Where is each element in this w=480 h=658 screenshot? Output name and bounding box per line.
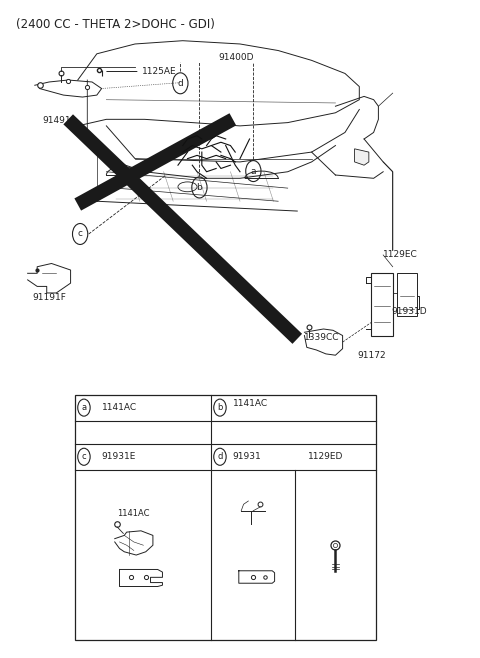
Text: b: b: [197, 183, 202, 192]
Text: 91491: 91491: [42, 116, 71, 125]
Text: (2400 CC - THETA 2>DOHC - GDI): (2400 CC - THETA 2>DOHC - GDI): [16, 18, 215, 31]
Text: d: d: [178, 79, 183, 88]
Text: 1141AC: 1141AC: [233, 399, 268, 408]
Text: 91931E: 91931E: [102, 452, 136, 461]
Text: 91191F: 91191F: [33, 293, 66, 302]
Text: d: d: [217, 452, 223, 461]
Text: a: a: [251, 166, 256, 176]
Polygon shape: [355, 149, 369, 165]
Text: c: c: [82, 452, 86, 461]
Text: a: a: [82, 403, 86, 412]
Text: b: b: [217, 403, 223, 412]
Text: 1339CC: 1339CC: [304, 333, 340, 342]
Text: 1129EC: 1129EC: [383, 251, 418, 259]
Text: 1125AE: 1125AE: [142, 67, 177, 76]
Bar: [371, 273, 393, 336]
Text: 91931: 91931: [233, 452, 262, 461]
Text: 91172: 91172: [357, 351, 385, 360]
Text: 1141AC: 1141AC: [117, 509, 150, 518]
Text: c: c: [78, 230, 83, 238]
Text: 91400D: 91400D: [218, 53, 254, 62]
Text: 91931D: 91931D: [392, 307, 427, 316]
Text: 1141AC: 1141AC: [102, 403, 137, 412]
Bar: [397, 273, 417, 316]
Bar: [75, 395, 376, 640]
Text: 1129ED: 1129ED: [308, 452, 344, 461]
